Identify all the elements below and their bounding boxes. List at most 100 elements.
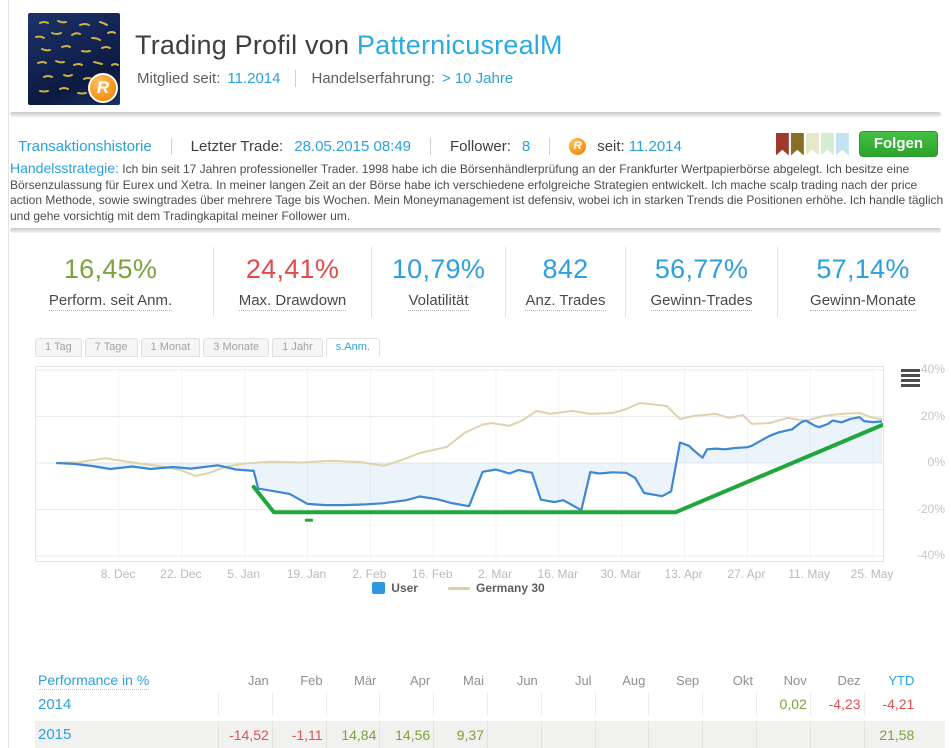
cell-2014-feb	[271, 692, 326, 716]
table-header-jan: Jan	[247, 673, 269, 688]
tab-1-monat[interactable]: 1 Monat	[140, 338, 201, 357]
chart-plot-area	[35, 366, 884, 562]
page-title: Trading Profil von PatternicusrealM	[135, 30, 563, 61]
ribbon-dark-red	[775, 132, 789, 156]
table-year-2014: 2014	[38, 695, 72, 713]
table-header-aug: Aug	[622, 673, 646, 688]
ribbon-pale-blue	[835, 132, 849, 156]
y-axis-label: -20%	[916, 501, 945, 516]
legend-user[interactable]: User	[372, 581, 418, 595]
legend-label: User	[391, 581, 418, 595]
y-axis-label: 20%	[920, 408, 945, 423]
cell-2015-ytd: 21,58	[863, 721, 918, 748]
x-axis-label: 2. Mar	[478, 567, 513, 581]
tab-1-tag[interactable]: 1 Tag	[35, 338, 82, 357]
stat-label: Gewinn-Trades	[650, 291, 753, 311]
experience-label: Handelserfahrung:	[311, 70, 435, 87]
divider	[295, 70, 297, 87]
cell-2014-nov: 0,02	[755, 692, 810, 716]
ribbon-olive-gold	[790, 132, 804, 156]
stat-value: 24,41%	[245, 253, 340, 284]
table-header-dez: Dez	[837, 673, 861, 688]
legend-germany-30[interactable]: Germany 30	[447, 581, 545, 595]
cell-2014-mai	[433, 692, 487, 716]
since-value: 11.2014	[628, 137, 682, 155]
x-axis-label: 19. Jan	[286, 567, 327, 581]
stat-label: Anz. Trades	[525, 291, 606, 311]
tab-1-jahr[interactable]: 1 Jahr	[272, 338, 323, 357]
y-axis: 40% 20% 0% -20% -40%	[885, 362, 945, 562]
follower-value: 8	[521, 137, 531, 155]
section-divider	[10, 228, 941, 233]
ribbon-pale-green	[820, 132, 834, 156]
x-axis-label: 13. Apr	[664, 567, 703, 581]
transaction-history-link[interactable]: Transaktionshistorie	[18, 137, 152, 155]
cell-2014-dez: -4,23	[809, 692, 864, 716]
trading-strategy: Handelsstrategie: Ich bin seit 17 Jahren…	[10, 161, 944, 225]
table-header-jun: Jun	[516, 673, 538, 688]
cell-2015-jun	[486, 721, 541, 748]
chart-range-tabs: 1 Tag 7 Tage 1 Monat 3 Monate 1 Jahr s.Anm.	[35, 338, 380, 357]
x-axis-label: 25. May	[850, 567, 894, 581]
chart-legend: User Germany 30	[35, 581, 882, 595]
tab-7-tage[interactable]: 7 Tage	[84, 338, 138, 357]
broker-badge-icon: R	[88, 73, 118, 103]
table-header-mär: Mär	[354, 673, 377, 688]
trend-line	[251, 423, 884, 515]
follower-label: Follower:	[450, 137, 511, 155]
x-axis-label: 30. Mar	[600, 567, 642, 581]
ribbon-cream	[805, 132, 819, 156]
table-header-feb: Feb	[300, 673, 323, 688]
table-header-row: Performance in % Jan Feb Mär Apr Mai Jun Jul Aug…	[35, 669, 945, 692]
x-axis-label: 16. Mar	[537, 567, 579, 581]
table-header-okt: Okt	[732, 673, 753, 688]
stat-value: 16,45%	[63, 253, 158, 284]
x-axis-label: 22. Dec	[160, 567, 202, 581]
avatar: R	[28, 13, 120, 105]
table-row-2015: 2015 -14,52 -1,11 14,84 14,56 9,37 21,58	[35, 721, 945, 748]
performance-table: Performance in % Jan Feb Mär Apr Mai Jun Jul Aug…	[35, 669, 945, 748]
cell-2014-mär	[325, 692, 380, 716]
y-axis-label: 40%	[920, 362, 945, 376]
member-since-label: Mitglied seit:	[137, 70, 221, 87]
divider	[170, 137, 172, 155]
cell-2015-dez	[809, 721, 864, 748]
strategy-text: Ich bin seit 17 Jahren professioneller T…	[10, 162, 944, 223]
cell-2014-ytd: -4,21	[863, 692, 918, 716]
tab-s-anm[interactable]: s.Anm.	[325, 338, 380, 357]
x-axis-label: 16. Feb	[411, 567, 453, 581]
cell-2015-apr: 14,56	[379, 721, 433, 748]
cell-2014-jul	[540, 692, 595, 716]
table-header-mai: Mai	[463, 673, 484, 688]
trader-name: PatternicusrealM	[356, 30, 563, 60]
cell-2015-mai: 9,37	[433, 721, 487, 748]
divider	[549, 137, 551, 155]
section-divider	[10, 112, 941, 117]
y-axis-label: -40%	[916, 548, 945, 562]
germany30-series-line	[56, 402, 883, 477]
since-label: seit:	[597, 137, 625, 155]
follow-button[interactable]: Folgen	[858, 131, 938, 157]
table-header-nov: Nov	[783, 673, 807, 688]
chart-svg	[36, 367, 884, 561]
cell-2015-nov	[755, 721, 810, 748]
cell-2015-okt	[702, 721, 756, 748]
strategy-label: Handelsstrategie:	[10, 161, 119, 176]
y-axis-label: 0%	[927, 455, 945, 469]
hamburger-menu-icon[interactable]	[901, 369, 920, 389]
tab-3-monate[interactable]: 3 Monate	[203, 338, 270, 357]
stat-winning-months: 57,14% Gewinn-Monate	[778, 247, 948, 317]
stats-row: 16,45% Perform. seit Anm. 24,41% Max. Drawd…	[8, 247, 948, 317]
profile-subheader: Mitglied seit: 11.2014 Handelserfahrung:…	[137, 70, 513, 87]
x-axis-label: 11. May	[788, 567, 831, 581]
x-axis-label: 27. Apr	[727, 567, 766, 581]
cell-2014-apr	[379, 692, 433, 716]
legend-label: Germany 30	[475, 581, 545, 595]
stat-volatility: 10,79% Volatilität	[372, 247, 506, 317]
cell-2014-sep	[648, 692, 702, 716]
last-trade-value: 28.05.2015 08:49	[294, 137, 412, 155]
user-series-area	[56, 417, 882, 511]
x-axis: 8. Dec 22. Dec 5. Jan 19. Jan 2. Feb 16. Feb 2…	[35, 567, 894, 583]
table-header-apr: Apr	[409, 673, 431, 688]
legend-swatch	[447, 586, 470, 590]
